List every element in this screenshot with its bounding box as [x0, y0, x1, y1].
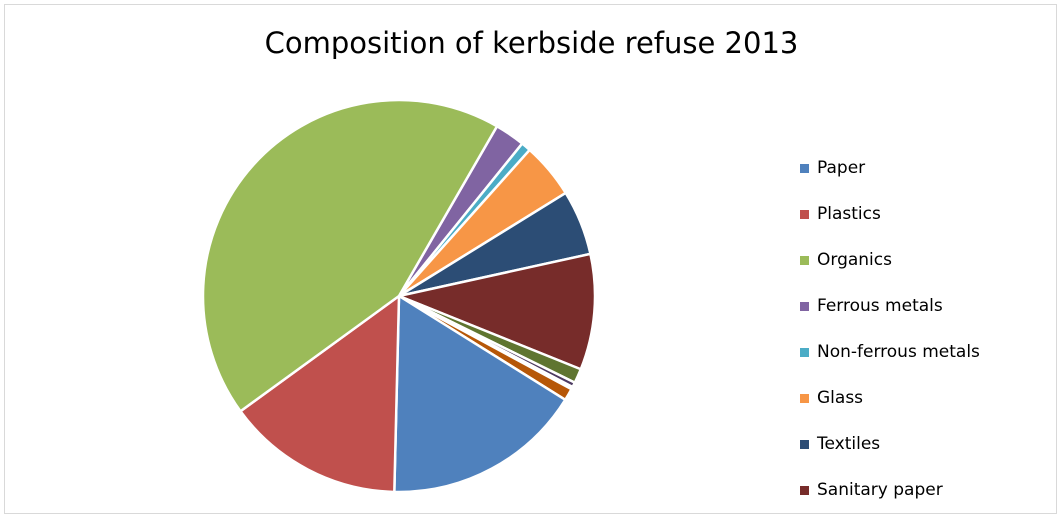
pie-slice-sanitary-paper [394, 252, 597, 371]
legend-label: Organics [817, 250, 892, 270]
legend-swatch [800, 209, 809, 219]
legend-swatch [800, 301, 809, 311]
legend-item: Organics [800, 237, 980, 283]
chart-legend: Paper Plastics Organics Ferrous metals Non-f… [800, 145, 980, 513]
legend-swatch [800, 347, 809, 357]
legend-label: Paper [817, 158, 866, 178]
legend-swatch [800, 163, 809, 173]
legend-swatch [800, 485, 809, 495]
legend-label: Plastics [817, 204, 881, 224]
legend-swatch [800, 255, 809, 265]
legend-item: Glass [800, 375, 980, 421]
legend-label: Textiles [817, 434, 881, 454]
legend-item: Paper [800, 145, 980, 191]
legend-label: Glass [817, 388, 864, 408]
legend-item: Non-ferrous metals [800, 329, 980, 375]
legend-swatch [800, 439, 809, 449]
pie-slice-organics [201, 98, 499, 414]
legend-label: Ferrous metals [817, 296, 943, 316]
legend-item: Textiles [800, 421, 980, 467]
legend-item: Sanitary paper [800, 467, 980, 513]
legend-swatch [800, 393, 809, 403]
legend-label: Sanitary paper [817, 480, 943, 500]
legend-label: Non-ferrous metals [817, 342, 980, 362]
legend-item: Plastics [800, 191, 980, 237]
pie-slice-plastics [238, 293, 401, 494]
pie-slice-paper [393, 293, 567, 494]
legend-item: Ferrous metals [800, 283, 980, 329]
chart-title: Composition of kerbside refuse 2013 [264, 26, 799, 60]
